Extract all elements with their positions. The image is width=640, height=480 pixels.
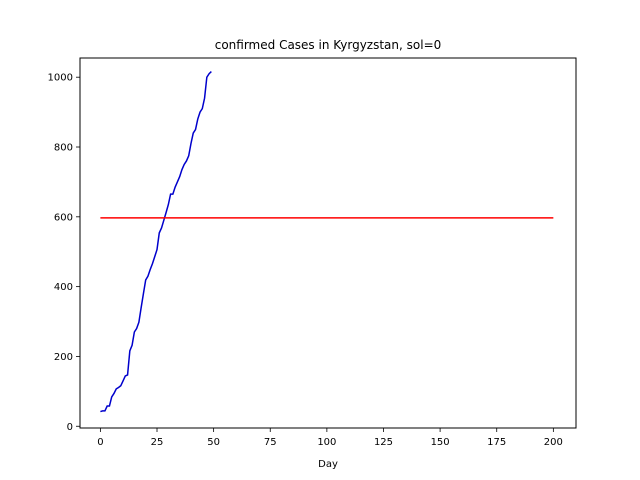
x-tick-label: 150: [431, 437, 450, 448]
x-tick-label: 200: [544, 437, 563, 448]
x-tick-label: 75: [264, 437, 277, 448]
x-axis-ticks: 0 25 50 75 100 125 150 175 200: [97, 428, 563, 448]
chart-title: confirmed Cases in Kyrgyzstan, sol=0: [215, 38, 442, 52]
x-tick-label: 100: [317, 437, 336, 448]
x-tick-label: 25: [151, 437, 164, 448]
y-axis-ticks: 0 200 400 600 800 1000: [48, 73, 80, 433]
y-tick-label: 200: [54, 352, 73, 363]
y-tick-label: 400: [54, 282, 73, 293]
y-tick-label: 600: [54, 212, 73, 223]
x-tick-label: 0: [97, 437, 103, 448]
x-axis-label: Day: [318, 459, 338, 470]
y-tick-label: 0: [67, 422, 73, 433]
y-tick-label: 1000: [48, 73, 73, 84]
y-tick-label: 800: [54, 143, 73, 154]
x-tick-label: 175: [487, 437, 506, 448]
x-tick-label: 125: [374, 437, 393, 448]
series-line-0: [100, 71, 212, 413]
plot-frame: [79, 57, 577, 429]
x-tick-label: 50: [207, 437, 220, 448]
plot-lines: [100, 71, 554, 413]
